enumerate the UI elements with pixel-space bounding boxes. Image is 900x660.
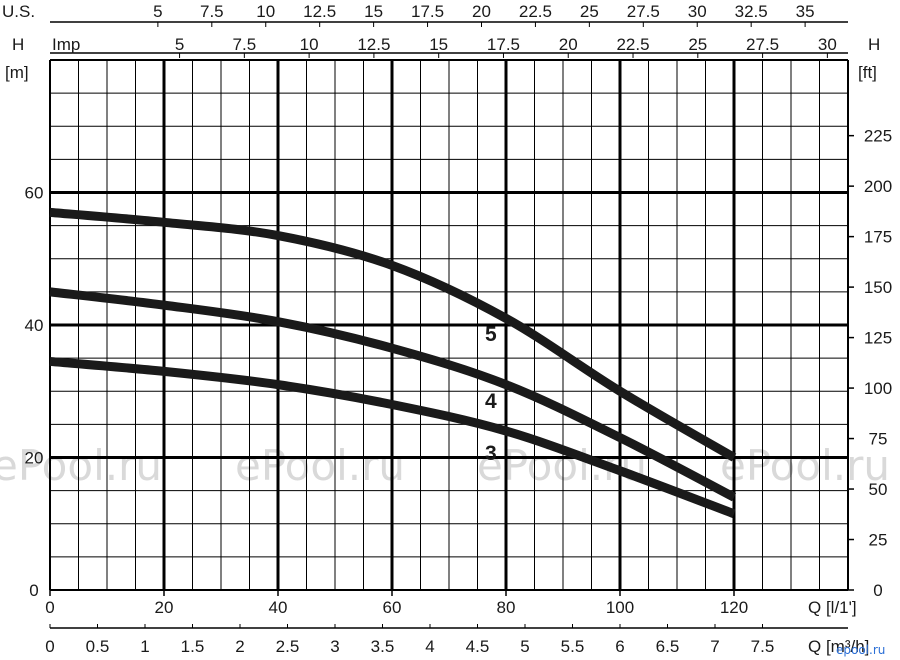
tick-label-m: 0: [29, 581, 38, 600]
y-left-unit: [m]: [5, 63, 29, 82]
y-right-unit: [ft]: [858, 63, 877, 82]
tick-label-ft: 175: [864, 228, 892, 247]
curve-label-4: 4: [485, 390, 497, 413]
tick-label-ft: 50: [869, 480, 888, 499]
tick-label-m3h: 2: [235, 637, 244, 656]
tick-label-us: 20: [472, 2, 491, 21]
tick-label-us: 30: [688, 2, 707, 21]
x-us-label: U.S.: [2, 2, 35, 21]
tick-label-q: 60: [383, 598, 402, 617]
tick-label-q: 0: [45, 598, 54, 617]
tick-label-imp: 27.5: [746, 35, 779, 54]
tick-label-imp: 22.5: [616, 35, 649, 54]
tick-label-ft: 125: [864, 329, 892, 348]
tick-label-m3h: 0: [45, 637, 54, 656]
tick-label-imp: 20: [559, 35, 578, 54]
tick-label-ft: 200: [864, 177, 892, 196]
tick-label-us: 35: [796, 2, 815, 21]
y-left-title: H: [12, 35, 24, 54]
tick-label-us: 27.5: [627, 2, 660, 21]
tick-label-ft: 150: [864, 278, 892, 297]
tick-label-m3h: 3: [330, 637, 339, 656]
tick-label-ft: 75: [869, 430, 888, 449]
tick-label-imp: 17.5: [487, 35, 520, 54]
tick-label-q: 20: [155, 598, 174, 617]
tick-labels-layer: 5 7.5 10 12.5 15 17.5 20 22.5 25 27.5 30 32.5 355 7.5…: [25, 2, 893, 656]
tick-label-q: 80: [497, 598, 516, 617]
tick-label-us: 22.5: [519, 2, 552, 21]
tick-label-m3h: 4: [425, 637, 434, 656]
tick-label-m3h: 0.5: [86, 637, 110, 656]
tick-label-imp: 5: [175, 35, 184, 54]
curve-label-3: 3: [485, 442, 497, 465]
tick-label-m3h: 1: [140, 637, 149, 656]
tick-label-us: 10: [256, 2, 275, 21]
watermark: ePool.ru: [235, 441, 405, 490]
tick-label-m3h: 6: [615, 637, 624, 656]
tick-label-imp: 7.5: [233, 35, 257, 54]
curve-series-4: [49, 287, 737, 502]
tick-label-m: 40: [25, 316, 44, 335]
tick-label-q: 120: [720, 598, 748, 617]
tick-label-us: 15: [364, 2, 383, 21]
watermark-small: epool.ru: [836, 643, 885, 657]
tick-label-m3h: 6.5: [656, 637, 680, 656]
tick-label-ft: 25: [869, 531, 888, 550]
tick-label-us: 25: [580, 2, 599, 21]
tick-label-imp: 12.5: [357, 35, 390, 54]
watermark-layer: ePool.ru ePool.ru ePool.ru ePool.ru: [0, 441, 890, 490]
curve-label-5: 5: [485, 323, 497, 346]
curve-series-3: [49, 356, 736, 519]
tick-label-q: 100: [606, 598, 634, 617]
tick-label-ft: 225: [864, 127, 892, 146]
tick-label-us: 5: [153, 2, 162, 21]
tick-label-us: 32.5: [735, 2, 768, 21]
tick-label-imp: 30: [818, 35, 837, 54]
tick-label-m3h: 2.5: [276, 637, 300, 656]
tick-label-m: 20: [25, 449, 44, 468]
y-right-title: H: [868, 35, 880, 54]
tick-label-ft: 100: [864, 379, 892, 398]
tick-label-m3h: 7.5: [751, 637, 775, 656]
tick-label-us: 7.5: [200, 2, 224, 21]
tick-label-ft: 0: [873, 581, 882, 600]
tick-label-m: 60: [25, 184, 44, 203]
tick-label-m3h: 7: [710, 637, 719, 656]
x-bottom-label: Q [l/1']: [808, 598, 857, 617]
tick-label-imp: 10: [300, 35, 319, 54]
watermark: ePool.ru: [720, 441, 890, 490]
x-m3h-label: Q [m³/h]: [808, 637, 869, 656]
tick-label-imp: 15: [429, 35, 448, 54]
tick-label-m3h: 3.5: [371, 637, 395, 656]
curves-layer: [49, 207, 737, 519]
curve-series-5: [49, 207, 737, 462]
watermark: ePool.ru: [0, 441, 162, 490]
tick-label-imp: 25: [688, 35, 707, 54]
x-imp-label: Imp: [52, 35, 80, 54]
tick-label-m3h: 1.5: [181, 637, 205, 656]
tick-label-m3h: 5.5: [561, 637, 585, 656]
tick-label-m3h: 5: [520, 637, 529, 656]
tick-label-m3h: 4.5: [466, 637, 490, 656]
grid-layer: [49, 21, 854, 629]
tick-label-us: 12.5: [303, 2, 336, 21]
tick-label-q: 40: [269, 598, 288, 617]
tick-label-us: 17.5: [411, 2, 444, 21]
